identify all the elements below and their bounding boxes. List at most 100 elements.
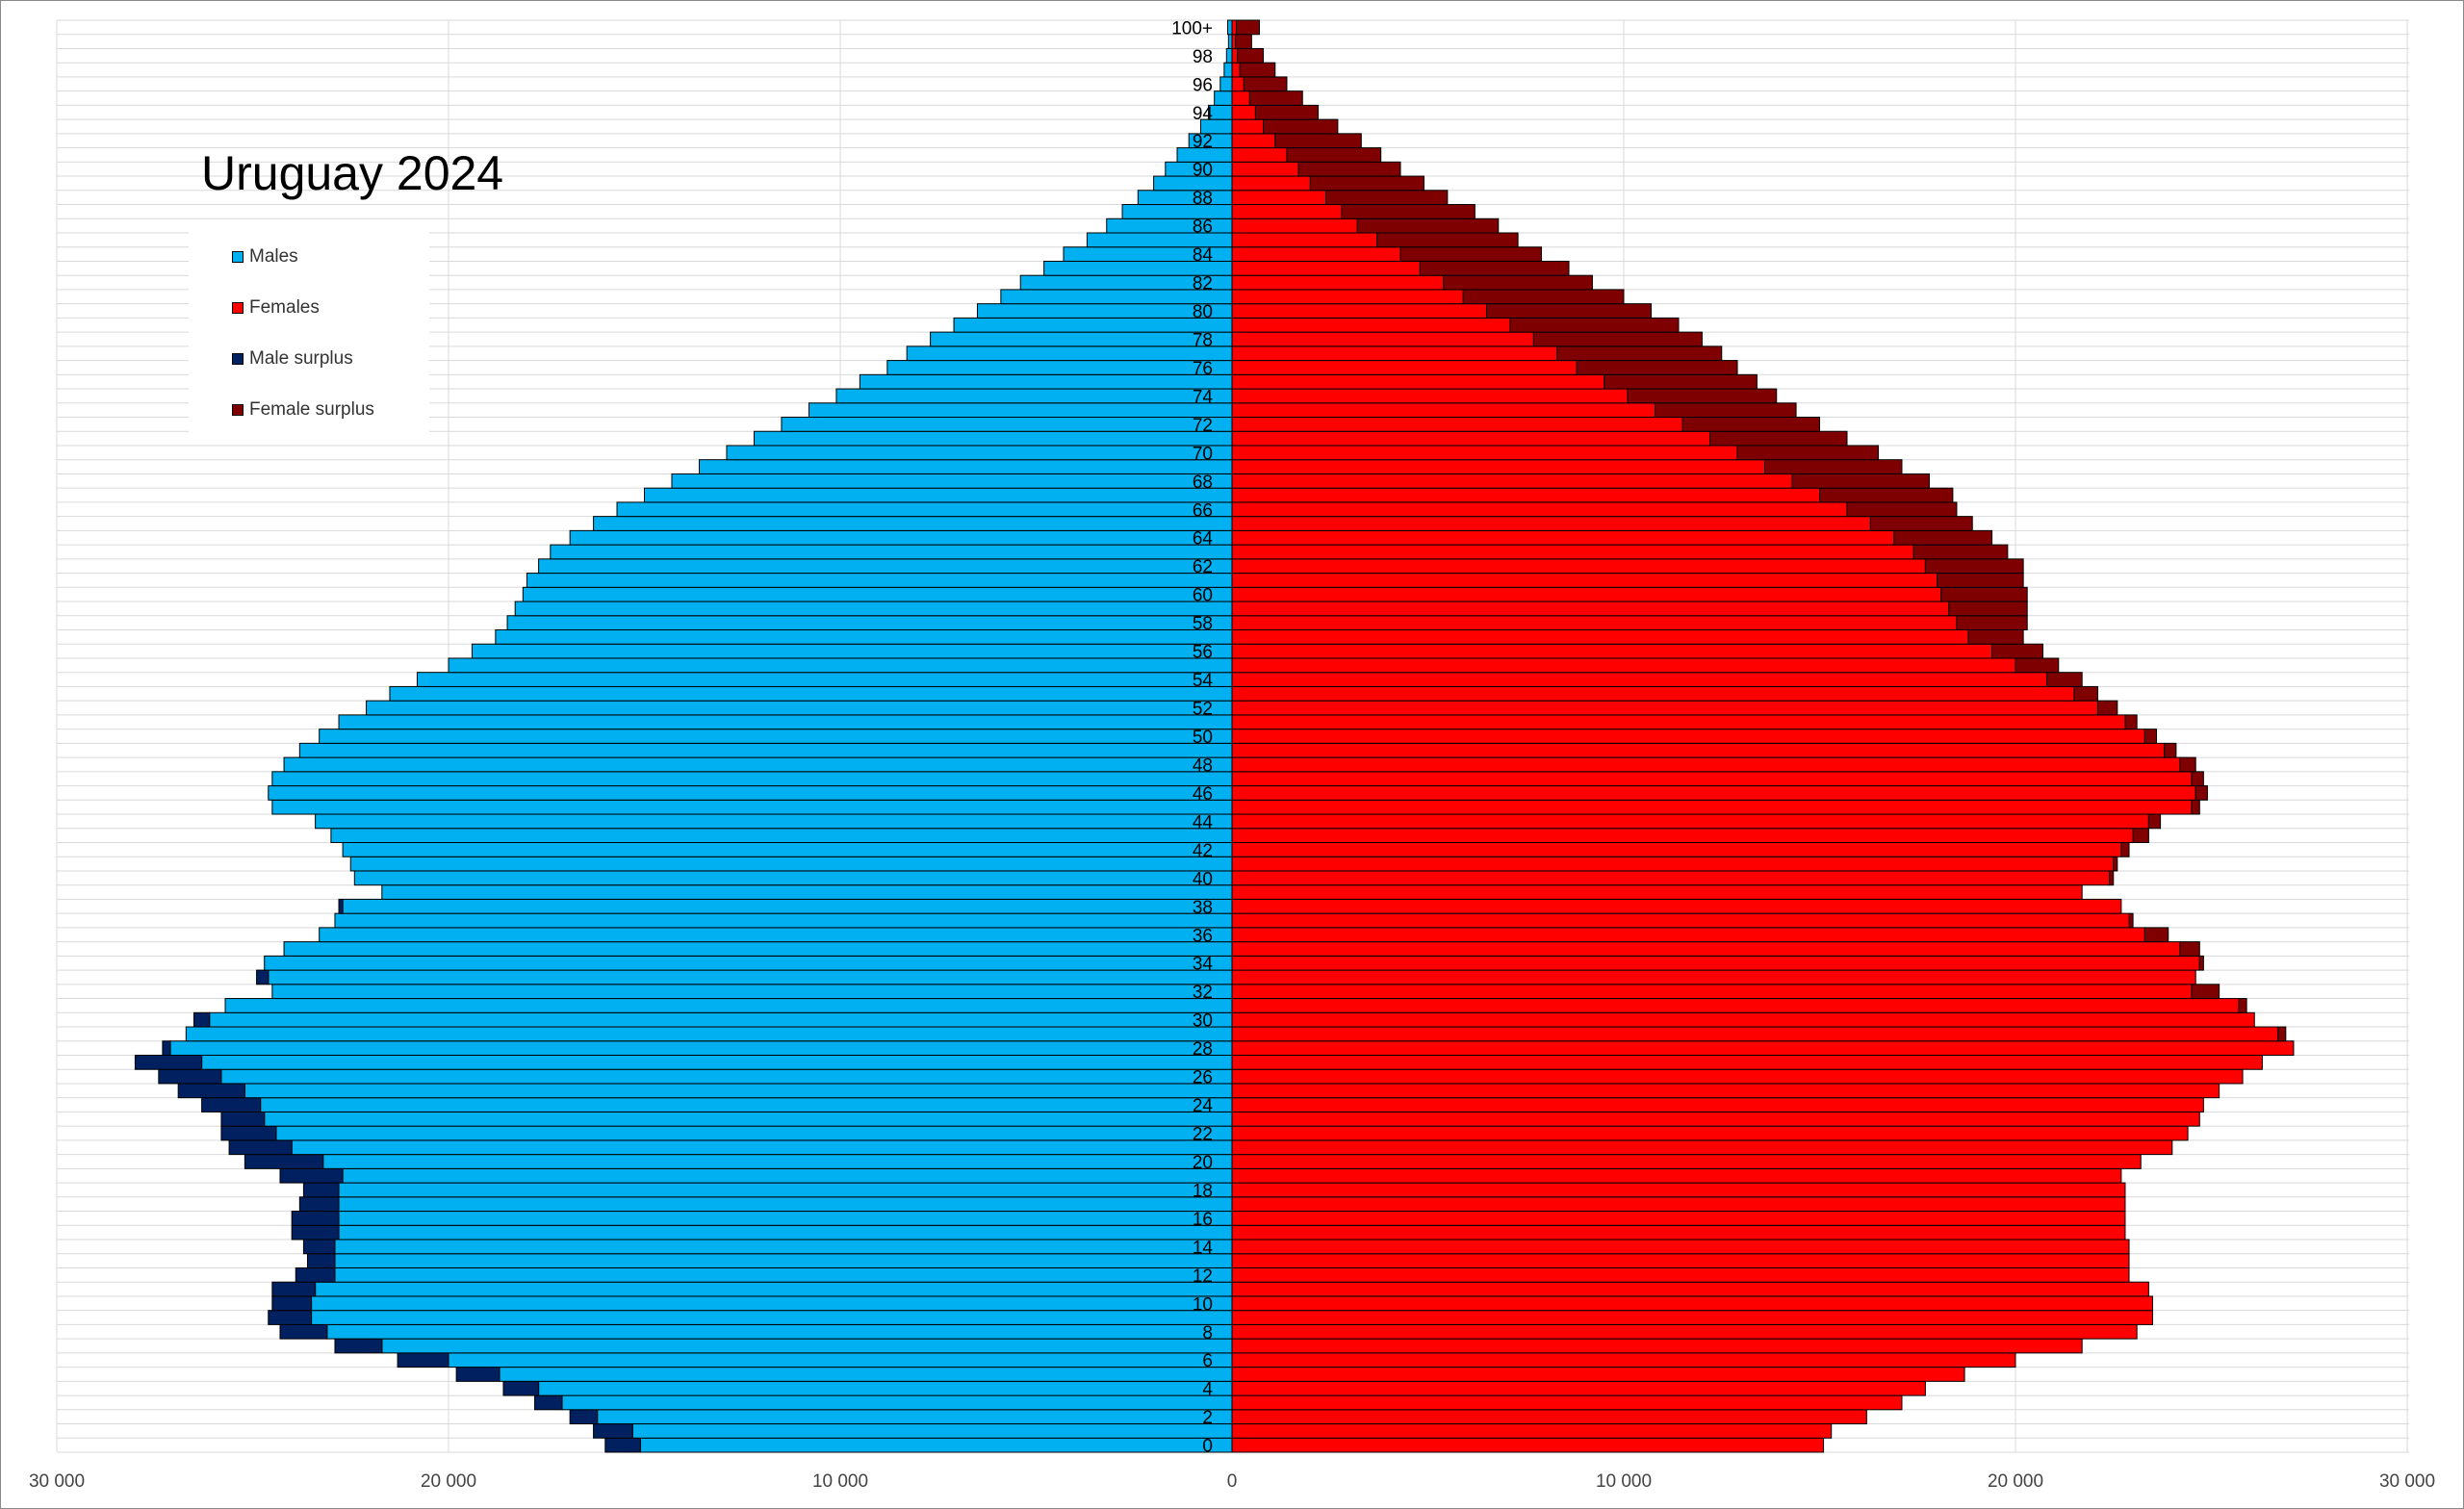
bar-females-age-57 [1231, 629, 1969, 645]
bar-female-surplus-age-90 [1297, 161, 1401, 177]
y-tick-label: 10 [1193, 1294, 1213, 1315]
bar-females-age-83 [1231, 260, 1421, 276]
y-tick-label: 0 [1202, 1437, 1213, 1457]
y-tick-label: 68 [1193, 473, 1213, 493]
bar-male-surplus-age-10 [271, 1295, 313, 1312]
bar-female-surplus-age-50 [2143, 729, 2158, 744]
bar-females-age-92 [1231, 133, 1276, 149]
bar-males-age-63 [550, 544, 1233, 560]
bar-males-age-7 [381, 1338, 1233, 1354]
bar-females-age-53 [1231, 685, 2075, 702]
bar-males-age-49 [298, 742, 1233, 758]
bar-males-age-29 [185, 1026, 1233, 1042]
bar-males-age-55 [448, 657, 1233, 674]
bar-males-age-72 [781, 417, 1233, 432]
bar-female-surplus-age-63 [1912, 544, 2009, 560]
bar-males-age-58 [506, 615, 1233, 631]
bar-females-age-5 [1231, 1367, 1965, 1382]
x-tick-label: 20 000 [421, 1471, 476, 1492]
bar-females-age-50 [1231, 729, 2145, 744]
y-tick-label: 98 [1193, 47, 1213, 67]
bar-females-age-100+ [1231, 19, 1237, 36]
y-tick-label: 30 [1193, 1011, 1213, 1032]
bar-female-surplus-age-40 [2109, 870, 2115, 886]
bar-males-age-32 [271, 984, 1233, 1000]
bar-male-surplus-age-18 [302, 1182, 340, 1198]
bar-males-age-41 [349, 856, 1233, 872]
bar-females-age-2 [1231, 1409, 1867, 1425]
bar-males-age-54 [416, 672, 1233, 687]
bar-females-age-55 [1231, 657, 2016, 674]
bar-males-age-75 [859, 373, 1233, 390]
bar-female-surplus-age-93 [1263, 118, 1339, 135]
y-tick-label: 48 [1193, 755, 1213, 776]
y-tick-label: 70 [1193, 444, 1213, 464]
bar-female-surplus-age-60 [1940, 586, 2028, 602]
y-tick-label: 2 [1202, 1408, 1213, 1428]
bar-female-surplus-age-53 [2073, 685, 2098, 702]
bar-females-age-19 [1231, 1167, 2122, 1184]
bar-females-age-79 [1231, 317, 1511, 333]
bar-males-age-71 [753, 430, 1233, 447]
bar-males-age-67 [644, 487, 1233, 503]
bar-female-surplus-age-34 [2198, 955, 2204, 971]
bar-male-surplus-age-8 [279, 1323, 328, 1340]
bar-males-age-66 [616, 501, 1233, 518]
bar-females-age-93 [1231, 118, 1265, 135]
bar-males-age-8 [326, 1323, 1233, 1340]
bar-males-age-99 [1227, 34, 1233, 49]
bar-male-surplus-age-19 [279, 1167, 344, 1184]
bar-males-age-95 [1214, 90, 1233, 106]
bar-female-surplus-age-36 [2143, 927, 2169, 943]
bar-male-surplus-age-21 [228, 1139, 293, 1156]
bar-males-age-24 [260, 1097, 1233, 1113]
bar-male-surplus-age-38 [338, 898, 344, 914]
bar-males-age-34 [264, 955, 1233, 971]
bar-males-age-62 [538, 558, 1233, 575]
bar-males-age-16 [338, 1211, 1233, 1226]
bar-males-age-23 [264, 1111, 1233, 1127]
bar-female-surplus-age-37 [2128, 912, 2134, 929]
bar-female-surplus-age-100+ [1235, 19, 1260, 36]
bar-male-surplus-age-17 [298, 1196, 340, 1213]
bar-male-surplus-age-11 [271, 1281, 317, 1297]
bar-males-age-21 [291, 1139, 1233, 1156]
bar-male-surplus-age-24 [201, 1097, 262, 1113]
bar-females-age-63 [1231, 544, 1914, 560]
bar-female-surplus-age-99 [1235, 34, 1252, 49]
bar-females-age-66 [1231, 501, 1848, 518]
y-tick-label: 88 [1193, 189, 1213, 209]
bar-males-age-59 [514, 601, 1233, 617]
bar-female-surplus-age-43 [2132, 828, 2149, 843]
y-tick-label: 80 [1193, 302, 1213, 322]
y-tick-label: 54 [1193, 671, 1214, 691]
bar-females-age-44 [1231, 813, 2149, 830]
bar-female-surplus-age-98 [1237, 47, 1265, 64]
bar-females-age-1 [1231, 1423, 1833, 1439]
bar-females-age-43 [1231, 828, 2134, 843]
bar-males-age-22 [275, 1125, 1233, 1141]
bar-female-surplus-age-31 [2238, 998, 2247, 1013]
legend-swatch-males [232, 251, 244, 263]
bar-females-age-75 [1231, 373, 1605, 390]
bar-males-age-88 [1137, 190, 1233, 206]
bar-female-surplus-age-32 [2191, 984, 2220, 1000]
bar-females-age-33 [1231, 969, 2196, 985]
bar-female-surplus-age-64 [1893, 529, 1993, 546]
axis-layer: 0246810121416182022242628303234363840424… [29, 18, 2435, 1492]
bar-males-age-28 [169, 1040, 1233, 1056]
bar-males-age-44 [315, 813, 1233, 830]
bar-female-surplus-age-84 [1399, 246, 1543, 262]
bar-male-surplus-age-28 [162, 1040, 171, 1056]
bar-females-age-68 [1231, 473, 1793, 489]
bar-female-surplus-age-58 [1956, 615, 2028, 631]
bar-females-age-90 [1231, 161, 1299, 177]
bar-female-surplus-age-49 [2164, 742, 2177, 758]
y-tick-label: 76 [1193, 359, 1213, 379]
y-tick-label: 96 [1193, 75, 1213, 95]
bar-female-surplus-age-29 [2277, 1026, 2287, 1042]
bar-females-age-6 [1231, 1352, 2016, 1368]
bar-females-age-47 [1231, 771, 2193, 787]
x-tick-label: 10 000 [812, 1471, 868, 1492]
bar-males-age-69 [698, 459, 1233, 474]
